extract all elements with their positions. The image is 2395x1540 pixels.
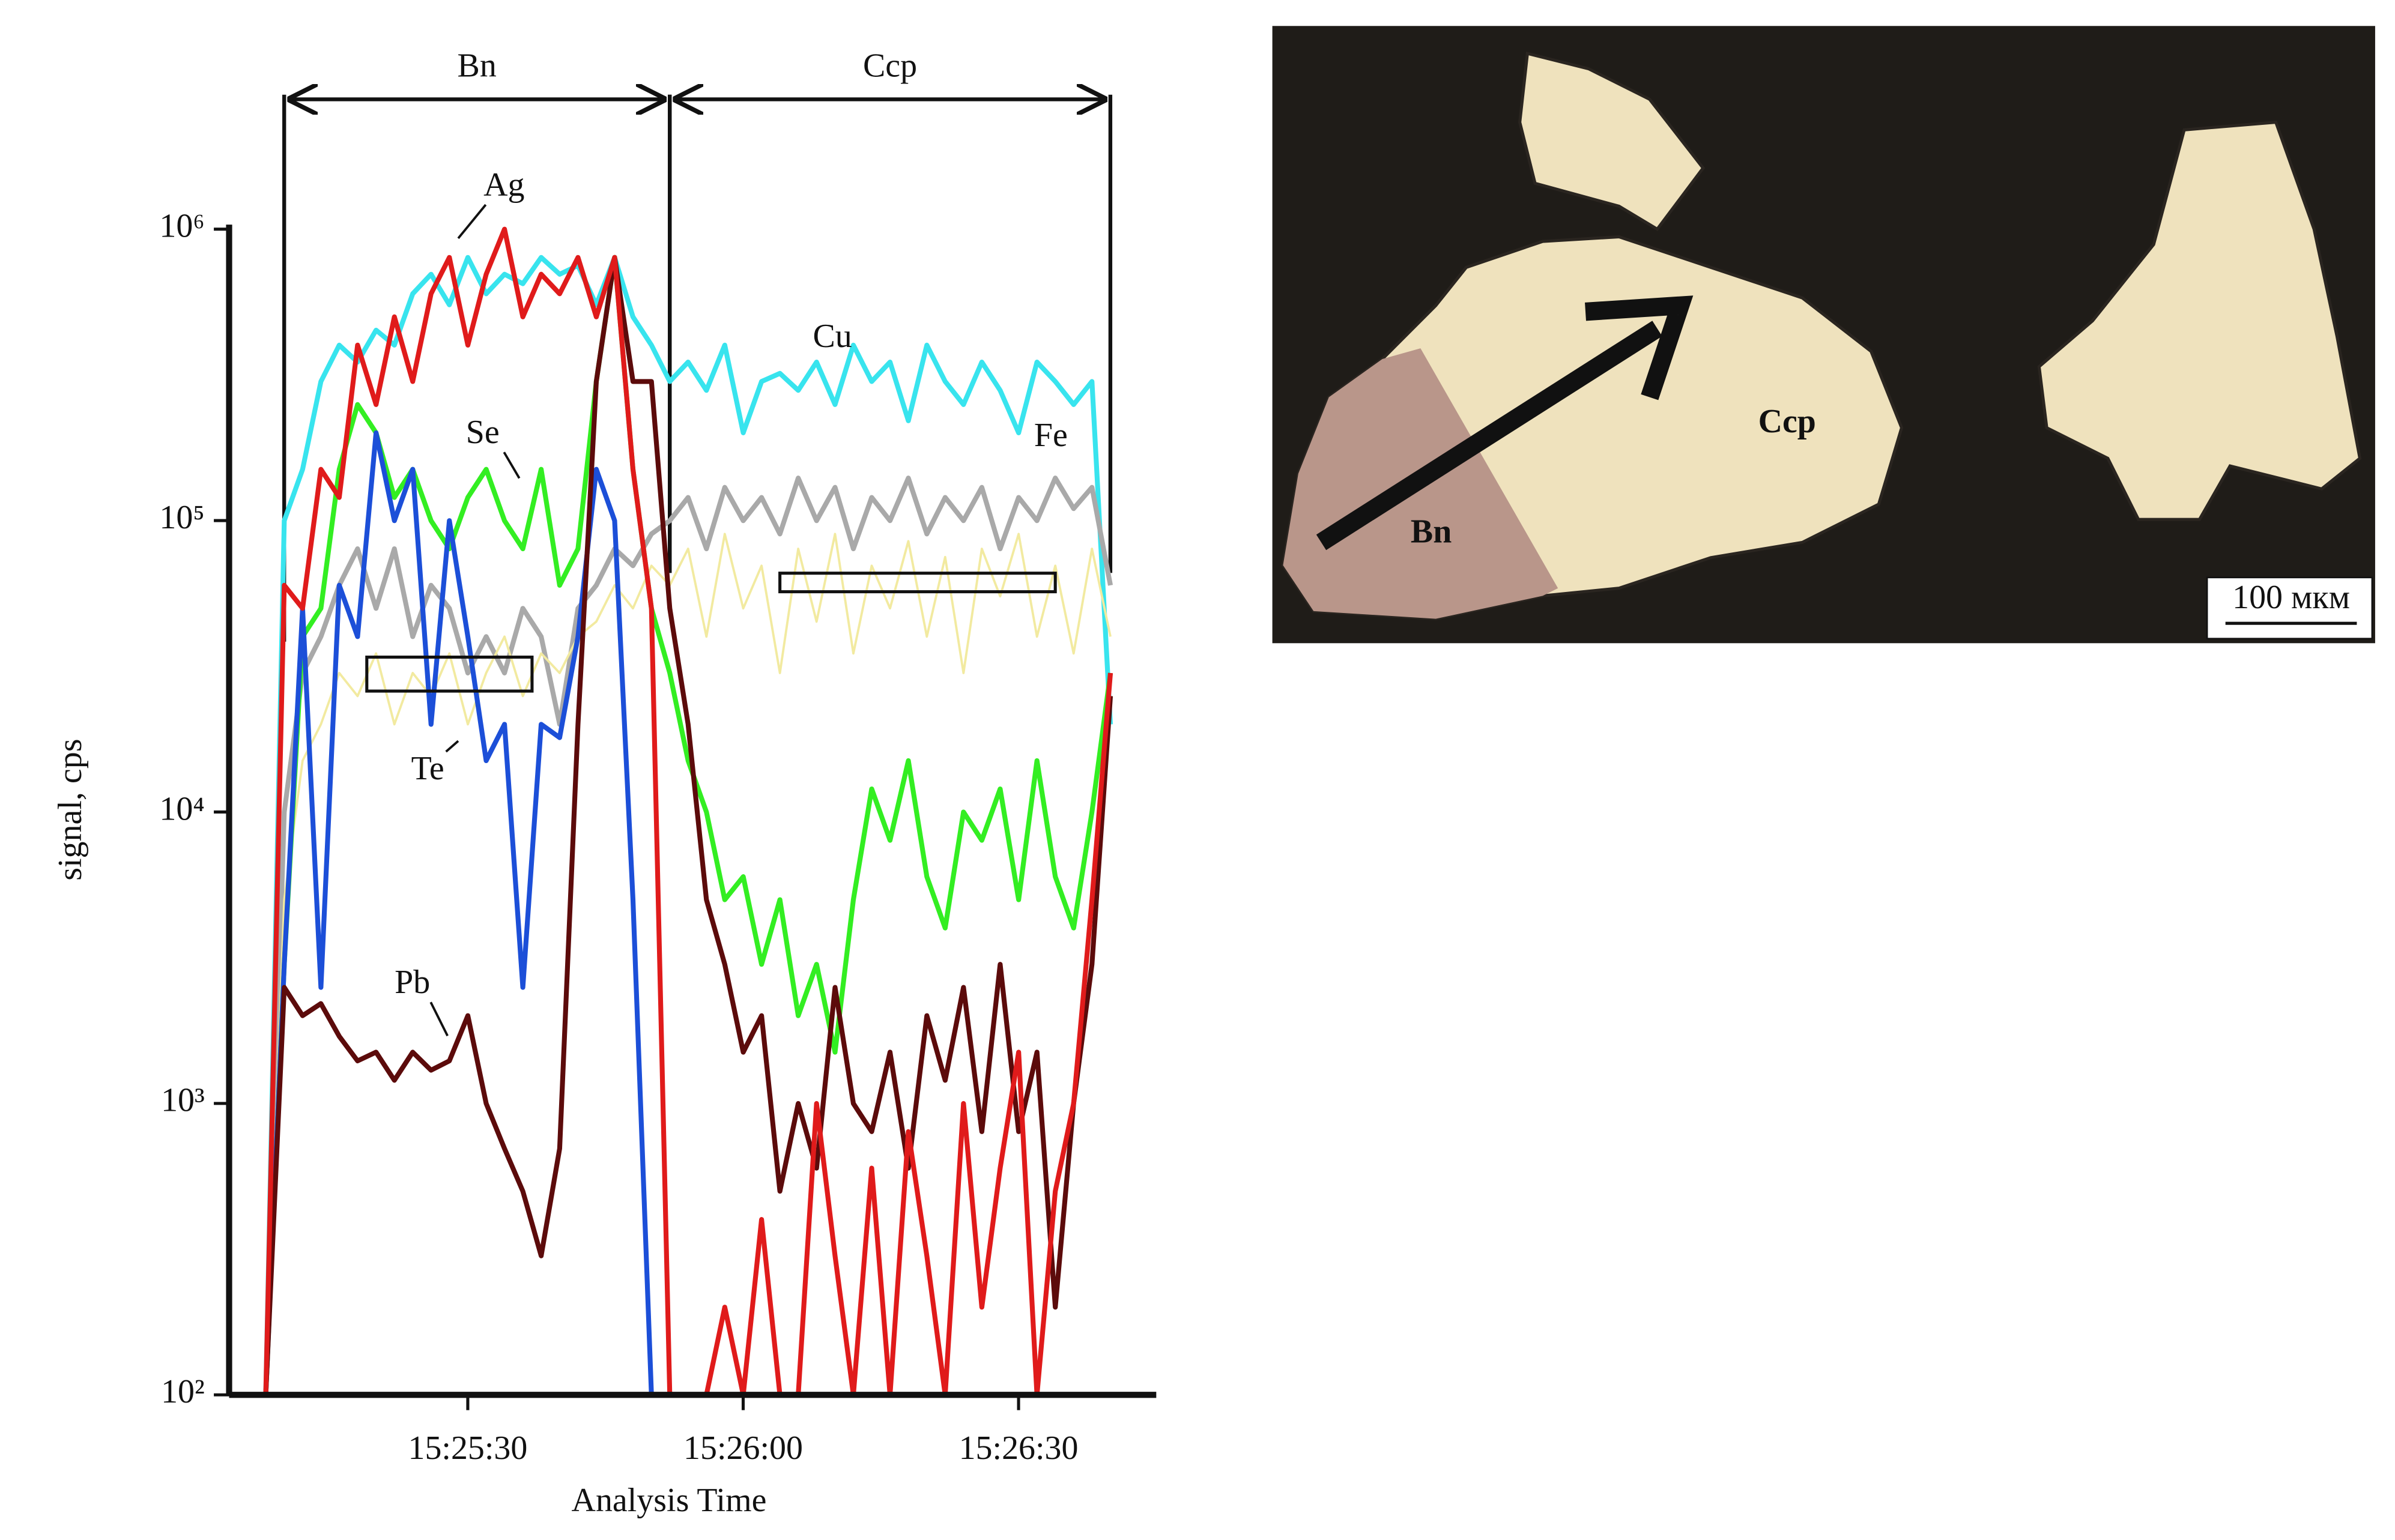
x-tick-label: 15:25:30 <box>408 1430 527 1467</box>
integration-window <box>365 655 534 693</box>
arrow <box>1316 321 1662 551</box>
zone-label: Bn <box>458 47 497 84</box>
chart: Bn Ccp Cu Fe Se Te Pb Ag 10² 10³ 10⁴ 10⁵ 10⁶ 15:25:30… <box>159 47 1157 1467</box>
label-pointer <box>503 451 521 479</box>
y-tick-label: 10⁵ <box>159 499 204 536</box>
y-tick-label: 10⁴ <box>159 790 204 827</box>
series-line <box>263 255 1113 1395</box>
scale-label: 100 мкм <box>2232 579 2350 616</box>
label-pointer <box>457 204 487 240</box>
integration-window <box>778 572 1057 594</box>
zone-label: Ccp <box>863 47 917 84</box>
y-axis-label: signal, cps <box>52 739 89 881</box>
x-tick-label: 15:26:30 <box>959 1430 1079 1467</box>
series-label: Pb <box>395 964 430 1001</box>
scale-box <box>2206 576 2373 639</box>
label-pointer <box>429 1001 449 1037</box>
y-tick-label: 10³ <box>161 1082 205 1119</box>
x-tick-label: 15:26:00 <box>683 1430 803 1467</box>
series-label: Se <box>466 414 500 451</box>
arrow-head <box>1585 295 1694 400</box>
x-axis-label: Analysis Time <box>572 1482 767 1519</box>
grain <box>1518 51 1706 232</box>
series-label: Cu <box>813 318 852 355</box>
series-label: Fe <box>1034 417 1068 454</box>
series-line <box>263 255 1113 1395</box>
series-label: Te <box>411 750 444 787</box>
series-line <box>263 255 1113 1395</box>
series-line <box>263 476 1113 1395</box>
series-label: Ag <box>483 166 524 204</box>
label-pointer <box>445 740 459 753</box>
grain <box>2037 120 2362 521</box>
y-tick-label: 10² <box>161 1373 205 1410</box>
micrograph: Bn Ccp 100 мкм <box>1272 26 2375 644</box>
y-tick-label: 10⁶ <box>159 208 204 245</box>
photo-label: Bn <box>1411 513 1452 550</box>
photo-label: Ccp <box>1758 403 1816 440</box>
